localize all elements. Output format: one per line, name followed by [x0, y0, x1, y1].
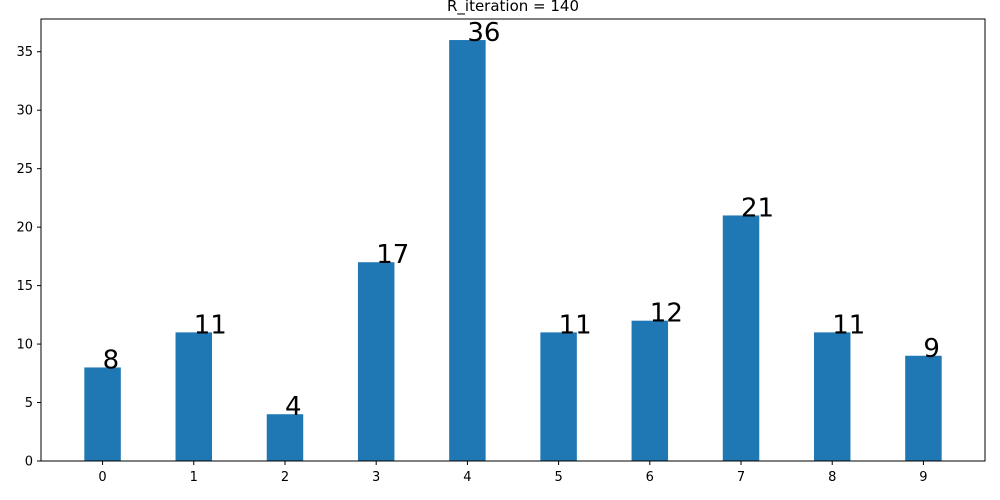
bar-0 [84, 367, 121, 461]
y-tick-label-15: 15 [16, 279, 33, 294]
data-label-8: 11 [832, 310, 865, 340]
y-tick-label-10: 10 [16, 338, 33, 353]
y-tick-label-30: 30 [16, 104, 33, 119]
bar-8 [813, 332, 851, 461]
bar-9 [905, 355, 942, 461]
x-tick-label-7: 7 [737, 470, 745, 485]
bar-2 [266, 414, 304, 461]
data-label-4: 36 [467, 18, 500, 48]
data-label-2: 4 [285, 392, 302, 422]
x-tick-label-0: 0 [98, 470, 106, 485]
bar-1 [175, 332, 213, 461]
x-tick-label-1: 1 [190, 470, 198, 485]
x-tick-label-9: 9 [919, 470, 927, 485]
bar-7 [722, 215, 760, 461]
data-label-3: 17 [376, 240, 409, 270]
chart-title: R_iteration = 140 [447, 0, 579, 16]
x-tick-label-3: 3 [372, 470, 380, 485]
x-tick-label-6: 6 [646, 470, 654, 485]
bar-3 [357, 262, 395, 461]
y-tick-label-0: 0 [25, 455, 33, 470]
x-tick-label-8: 8 [828, 470, 836, 485]
bar-4 [449, 40, 486, 462]
data-label-6: 12 [650, 299, 683, 329]
data-labels-layer: 8 11 4 17 36 11 12 21 11 9 [103, 18, 940, 422]
data-label-0: 8 [103, 345, 120, 375]
x-tick-label-2: 2 [281, 470, 289, 485]
data-label-7: 21 [741, 193, 774, 223]
bars-layer [84, 40, 942, 462]
x-tick-label-4: 4 [463, 470, 471, 485]
y-tick-label-5: 5 [25, 396, 33, 411]
y-tick-label-25: 25 [16, 162, 33, 177]
y-tick-label-20: 20 [16, 221, 33, 236]
bar-6 [631, 320, 669, 461]
data-label-5: 11 [559, 310, 592, 340]
y-axis: 0 5 10 15 20 25 30 35 [16, 45, 41, 470]
x-axis: 0 1 2 3 4 5 6 7 8 9 [98, 461, 928, 485]
plot-frame [40, 18, 986, 462]
x-tick-label-5: 5 [554, 470, 562, 485]
data-label-1: 11 [194, 310, 227, 340]
data-label-9: 9 [923, 334, 940, 364]
y-tick-label-35: 35 [16, 45, 33, 60]
bar-5 [540, 332, 577, 461]
